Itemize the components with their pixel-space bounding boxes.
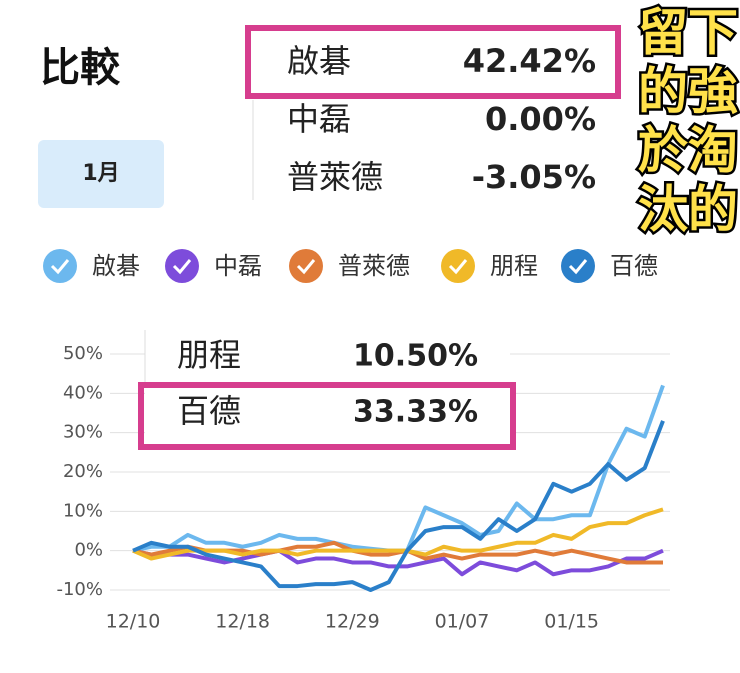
legend-check	[50, 259, 70, 275]
x-tick-label: 12/29	[325, 611, 380, 633]
legend-label: 啟碁	[92, 252, 140, 280]
summary-name: 啟碁	[287, 42, 351, 80]
summary-value: 33.33%	[353, 395, 478, 430]
y-tick-label: 40%	[63, 382, 103, 403]
y-tick-label: -10%	[56, 579, 103, 600]
x-tick-label: 01/07	[435, 611, 490, 633]
summary-value: 42.42%	[463, 42, 596, 80]
overlay-text: 汰的	[638, 181, 738, 239]
highlight-box	[138, 382, 516, 450]
overlay-text: 留下	[638, 4, 738, 62]
legend-marker	[441, 249, 475, 283]
legend-label: 朋程	[490, 252, 538, 280]
legend-check	[172, 259, 192, 275]
y-tick-label: 0%	[74, 540, 103, 561]
series-line	[132, 420, 665, 592]
legend-check	[568, 259, 588, 275]
x-tick-label: 12/18	[215, 611, 270, 633]
x-tick-label: 01/15	[544, 611, 599, 633]
summary-value: 10.50%	[353, 339, 478, 374]
legend-marker	[165, 249, 199, 283]
legend-marker	[43, 249, 77, 283]
page-title: 比較	[40, 45, 121, 91]
month-button[interactable]	[38, 140, 164, 208]
legend-check	[448, 259, 468, 275]
legend-check	[296, 259, 316, 275]
summary-name: 朋程	[177, 336, 241, 374]
summary-name: 百德	[177, 392, 241, 430]
legend-marker	[561, 249, 595, 283]
series-line	[132, 507, 664, 561]
y-tick-label: 30%	[63, 422, 103, 443]
legend-marker	[289, 249, 323, 283]
y-tick-label: 20%	[63, 461, 103, 482]
legend-label: 中磊	[214, 252, 262, 280]
overlay-text: 於淘	[638, 122, 738, 180]
month-button-label[interactable]: 1月	[82, 161, 119, 186]
x-tick-label: 12/10	[106, 611, 161, 633]
legend-label: 百德	[610, 252, 658, 280]
summary-value: 0.00%	[485, 100, 596, 138]
summary-name: 普萊德	[287, 158, 383, 196]
y-tick-label: 10%	[63, 500, 103, 521]
y-tick-label: 50%	[63, 343, 103, 364]
overlay-text: 的強	[638, 63, 738, 121]
summary-name: 中磊	[287, 100, 351, 138]
highlight-box	[245, 25, 621, 99]
summary-value: -3.05%	[472, 158, 596, 196]
legend-label: 普萊德	[338, 252, 410, 280]
